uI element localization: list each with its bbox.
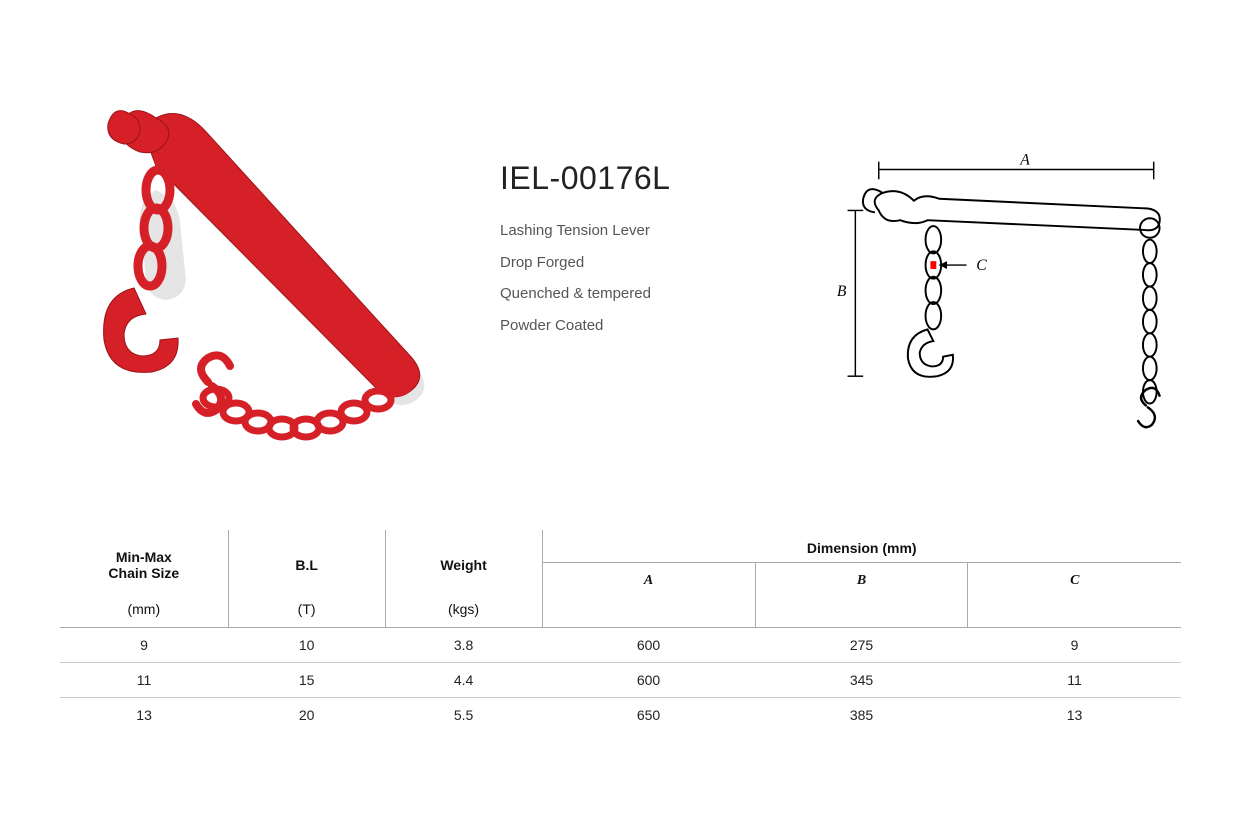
spec-line: Lashing Tension Lever — [500, 215, 810, 247]
col-header: B.L — [228, 530, 385, 595]
cell: 600 — [542, 628, 755, 663]
cell: 9 — [60, 628, 228, 663]
top-section: IEL-00176L Lashing Tension Lever Drop Fo… — [60, 40, 1181, 500]
col-header: Weight — [385, 530, 542, 595]
col-header: Min-Max — [64, 549, 224, 565]
col-unit: (kgs) — [385, 595, 542, 628]
cell: 3.8 — [385, 628, 542, 663]
technical-diagram: A B C — [830, 40, 1181, 500]
col-header: Chain Size — [64, 565, 224, 581]
spec-table: Min-Max Chain Size B.L Weight Dimension … — [60, 530, 1181, 732]
col-subheader: A — [542, 563, 755, 596]
cell: 9 — [968, 628, 1181, 663]
cell: 11 — [60, 663, 228, 698]
cell: 600 — [542, 663, 755, 698]
cell: 650 — [542, 698, 755, 733]
cell: 13 — [968, 698, 1181, 733]
cell: 5.5 — [385, 698, 542, 733]
cell: 385 — [755, 698, 968, 733]
spec-line: Powder Coated — [500, 310, 810, 342]
dim-label-a: A — [1019, 152, 1030, 169]
dim-label-b: B — [837, 283, 847, 300]
cell: 20 — [228, 698, 385, 733]
col-subheader: B — [755, 563, 968, 596]
table-row: 13 20 5.5 650 385 13 — [60, 698, 1181, 733]
table-row: 9 10 3.8 600 275 9 — [60, 628, 1181, 663]
col-unit: (T) — [228, 595, 385, 628]
table-body: 9 10 3.8 600 275 9 11 15 4.4 600 345 11 … — [60, 628, 1181, 733]
product-info: IEL-00176L Lashing Tension Lever Drop Fo… — [500, 40, 810, 500]
spec-line: Drop Forged — [500, 247, 810, 279]
cell: 345 — [755, 663, 968, 698]
cell: 13 — [60, 698, 228, 733]
table-row: 11 15 4.4 600 345 11 — [60, 663, 1181, 698]
cell: 10 — [228, 628, 385, 663]
product-photo — [60, 40, 480, 500]
spec-line: Quenched & tempered — [500, 278, 810, 310]
col-subheader: C — [968, 563, 1181, 596]
cell: 15 — [228, 663, 385, 698]
cell: 4.4 — [385, 663, 542, 698]
product-code: IEL-00176L — [500, 160, 810, 197]
cell: 11 — [968, 663, 1181, 698]
dim-label-c: C — [976, 257, 987, 274]
col-unit: (mm) — [60, 595, 228, 628]
col-group-header: Dimension (mm) — [542, 530, 1181, 563]
cell: 275 — [755, 628, 968, 663]
